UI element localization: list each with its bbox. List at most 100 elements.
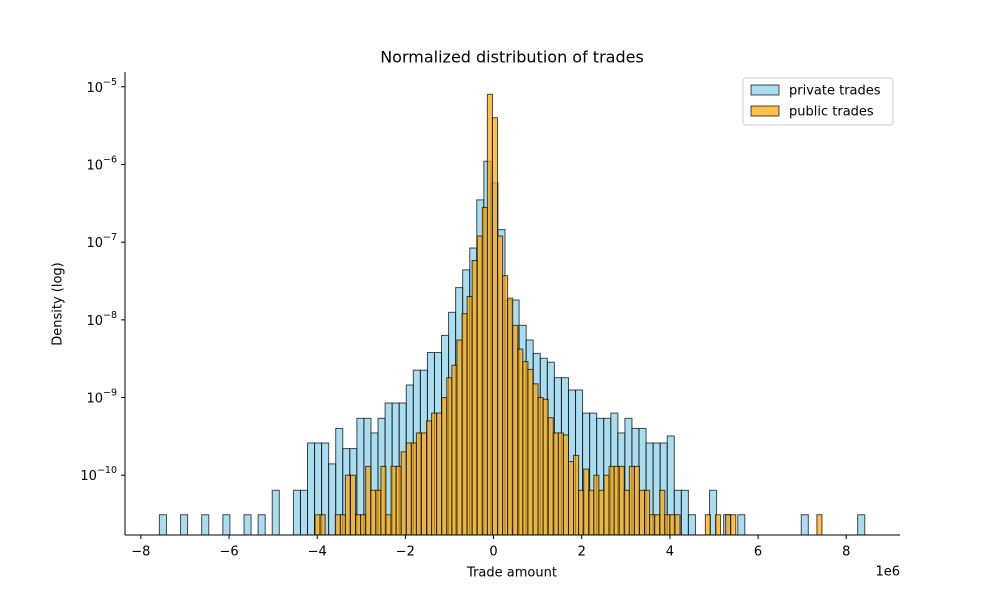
histogram-bar (292, 489, 301, 536)
histogram-bar (370, 489, 377, 536)
tick-exponent: −7 (103, 232, 117, 243)
histogram-bar (507, 297, 514, 536)
y-axis-label: Density (log) (51, 262, 66, 346)
histogram-bar (319, 514, 326, 536)
histogram-bar (608, 465, 615, 536)
histogram-bar (257, 514, 266, 536)
histogram-bar (360, 514, 367, 536)
histogram-bar (365, 465, 372, 536)
histogram-bar (456, 339, 463, 536)
legend-label: private trades (789, 84, 881, 99)
tick-base: 10 (86, 236, 103, 251)
x-axis-label: Trade amount (466, 566, 557, 581)
tick-exponent: −8 (103, 309, 117, 320)
histogram-bar (715, 514, 722, 536)
histogram-bar (674, 514, 681, 536)
histogram-bar (431, 412, 438, 536)
histogram-bar (355, 514, 362, 536)
histogram-bar (588, 489, 595, 536)
histogram-bar (349, 474, 357, 536)
histogram-bar (481, 206, 488, 536)
histogram-bar (857, 514, 866, 536)
x-tick-label: 4 (666, 545, 674, 560)
histogram-bar (395, 465, 402, 536)
histogram-bar (567, 461, 575, 536)
x-tick-label: 2 (578, 545, 586, 560)
histogram-bar (638, 489, 646, 536)
histogram-bar (552, 432, 559, 536)
histogram-bar (542, 398, 549, 536)
histogram-bar (649, 514, 656, 536)
histogram-bar (446, 377, 453, 536)
histogram-bar (497, 235, 504, 536)
x-offset-label: 1e6 (875, 565, 900, 580)
histogram-bar (598, 489, 605, 536)
histogram-bar (201, 514, 210, 536)
chart-title: Normalized distribution of trades (380, 48, 644, 67)
histogram-bar (557, 432, 564, 536)
histogram-bar (725, 514, 732, 536)
legend-frame (742, 77, 894, 126)
tick-base: 10 (86, 80, 103, 95)
tick-base: 10 (86, 313, 103, 328)
x-tick-label: −8 (131, 545, 150, 560)
legend-swatch (750, 105, 780, 117)
y-tick-label: 10−7 (86, 232, 117, 251)
tick-base: 10 (86, 158, 103, 173)
histogram-bar (593, 474, 600, 536)
histogram-bar (436, 412, 443, 536)
histogram-bar (547, 417, 554, 536)
histogram-bar (344, 474, 351, 536)
histogram-bar (687, 514, 696, 536)
histogram-bar (307, 442, 316, 536)
legend-label: public trades (789, 105, 874, 120)
histogram-bar (410, 442, 417, 536)
tick-exponent: −6 (103, 154, 117, 165)
tick-exponent: −10 (97, 465, 117, 476)
histogram-bar (400, 451, 407, 536)
histogram-bar (502, 275, 509, 536)
tick-base: 10 (86, 391, 103, 406)
histogram-bar (623, 489, 630, 536)
legend: private trades public trades (742, 77, 894, 126)
x-tick-label: 8 (842, 545, 850, 560)
histogram-bar (618, 465, 625, 536)
histogram-bar (664, 514, 671, 536)
tick-base: 10 (80, 469, 97, 484)
histogram-bar (562, 434, 569, 536)
histogram-bar (420, 432, 428, 536)
histogram-bar (522, 361, 529, 536)
histogram-bar (816, 514, 823, 536)
histogram-bar (704, 514, 711, 536)
histogram-bar (385, 514, 392, 536)
histogram-bar (512, 324, 519, 536)
legend-swatch (750, 84, 780, 96)
histogram-bar (380, 465, 387, 536)
histogram-bar (680, 489, 689, 536)
histogram-bar (737, 514, 746, 536)
histogram-bar (613, 465, 620, 536)
y-tick-label: 10−9 (86, 387, 117, 406)
histogram-bar (537, 397, 544, 536)
histogram-bar (375, 489, 382, 536)
histogram-bar (644, 489, 651, 536)
histogram-bar (578, 489, 585, 536)
x-tick-label: −4 (308, 545, 327, 560)
histogram-bar (628, 465, 635, 536)
histogram-bar (583, 468, 590, 536)
histogram-bar (158, 514, 167, 536)
histogram-bar (669, 514, 676, 536)
x-tick-label: 6 (754, 545, 762, 560)
histogram-bar (441, 397, 448, 536)
histogram-bar (390, 465, 397, 536)
histogram-bar (334, 514, 341, 536)
y-tick-label: 10−10 (80, 465, 117, 484)
histogram-bar (491, 117, 499, 536)
tick-exponent: −5 (103, 76, 117, 87)
histogram-bar (659, 489, 666, 536)
y-tick-label: 10−6 (86, 154, 117, 173)
histogram-bar (426, 420, 433, 536)
histogram-bar (461, 313, 468, 536)
histogram-bar (222, 514, 231, 536)
